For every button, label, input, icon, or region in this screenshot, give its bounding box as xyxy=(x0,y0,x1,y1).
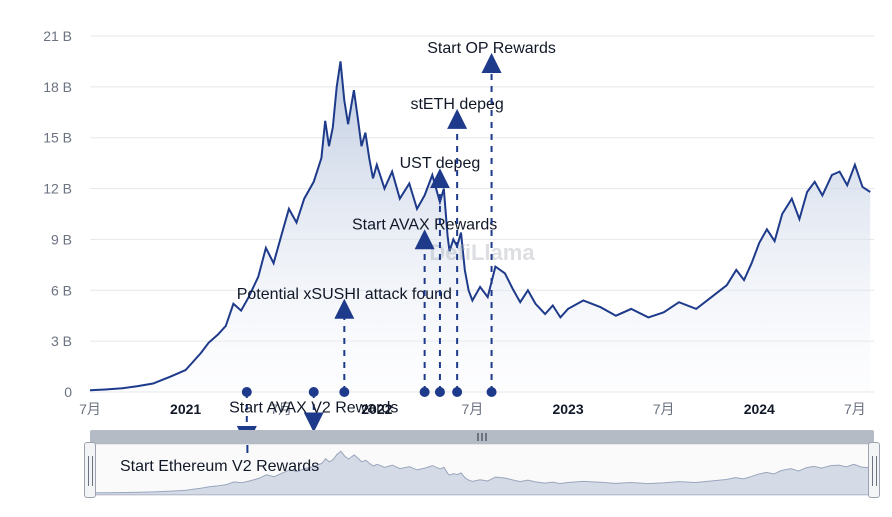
watermark-text: DefiLlama xyxy=(429,240,535,265)
y-tick-label: 18 B xyxy=(43,79,72,95)
range-selector[interactable]: Start Ethereum V2 Rewards xyxy=(90,430,874,496)
x-tick-label: 2024 xyxy=(744,401,775,417)
y-tick-label: 6 B xyxy=(51,282,72,298)
x-tick-label: 2021 xyxy=(170,401,201,417)
event-label: stETH depeg xyxy=(410,96,503,113)
y-tick-label: 12 B xyxy=(43,181,72,197)
x-tick-label: 7月 xyxy=(79,401,101,417)
event-label: UST depeg xyxy=(400,155,481,172)
y-tick-label: 3 B xyxy=(51,333,72,349)
range-track[interactable] xyxy=(90,430,874,444)
y-tick-label: 9 B xyxy=(51,231,72,247)
x-tick-label: 7月 xyxy=(653,401,675,417)
y-tick-label: 21 B xyxy=(43,28,72,44)
y-tick-label: 15 B xyxy=(43,130,72,146)
panel-event-label: Start Ethereum V2 Rewards xyxy=(120,458,319,476)
range-grip-icon xyxy=(468,430,496,444)
event-label: Start AVAX V2 Rewards xyxy=(229,399,398,416)
range-handle-left[interactable] xyxy=(84,442,96,498)
x-tick-label: 7月 xyxy=(844,401,866,417)
event-label: Start OP Rewards xyxy=(427,40,556,57)
event-label: Start AVAX Rewards xyxy=(352,216,497,233)
x-tick-label: 2023 xyxy=(552,401,583,417)
x-tick-label: 7月 xyxy=(462,401,484,417)
range-handle-right[interactable] xyxy=(868,442,880,498)
y-tick-label: 0 xyxy=(64,384,72,400)
chart-container: 03 B6 B9 B12 B15 B18 B21 B7月20217月20227月… xyxy=(0,0,892,517)
event-label: Potential xSUSHI attack found xyxy=(237,286,452,303)
